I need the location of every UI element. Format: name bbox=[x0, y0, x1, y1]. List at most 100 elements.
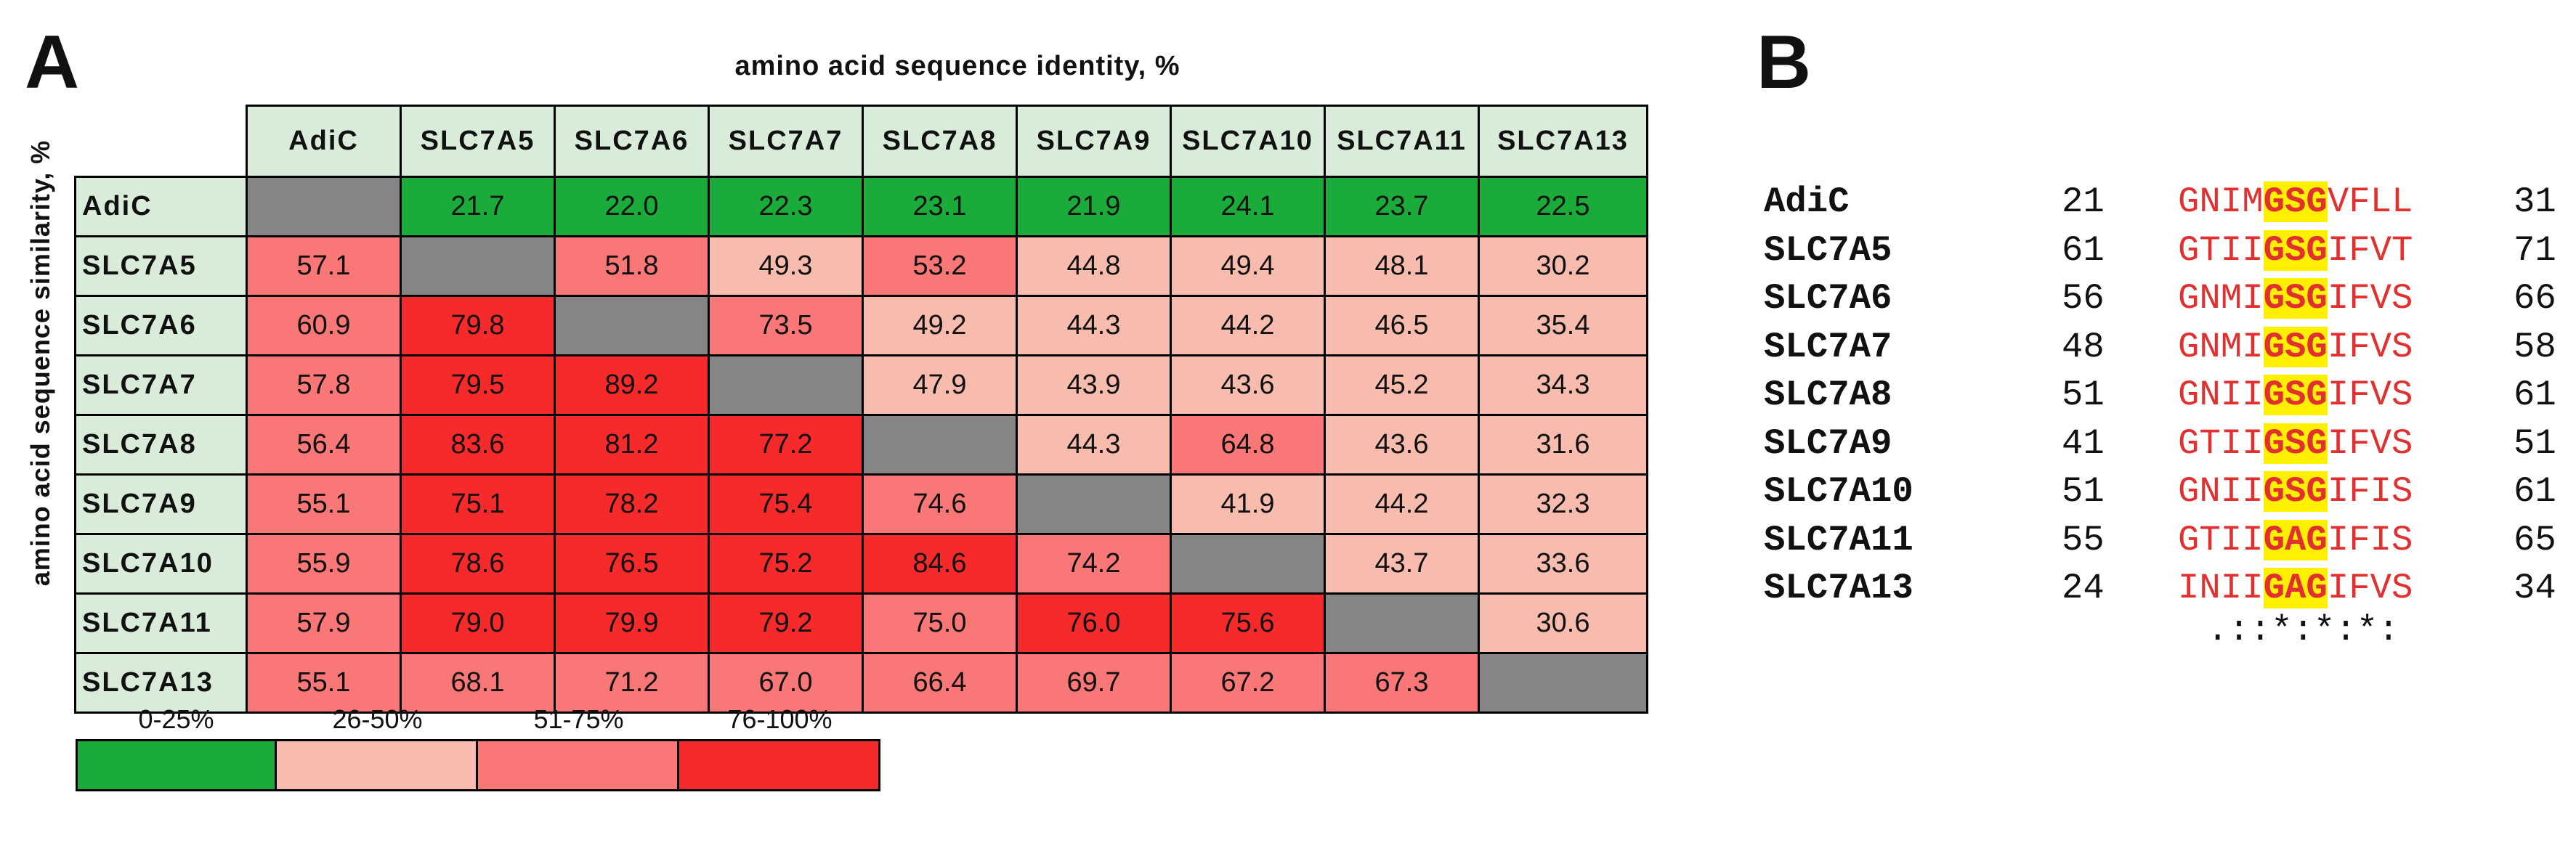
matrix-cell: 49.4 bbox=[1170, 235, 1326, 297]
matrix-cell: 79.2 bbox=[708, 592, 864, 654]
sequence-segment: GNIIGSGIFIS bbox=[2178, 471, 2413, 512]
matrix-cell: 75.0 bbox=[862, 592, 1018, 654]
diagonal-cell bbox=[1478, 652, 1648, 714]
matrix-header-row: AdiC SLC7A5 SLC7A6 SLC7A7 SLC7A8 SLC7A9 SLC7A1… bbox=[76, 105, 1648, 178]
matrix-cell: 79.0 bbox=[400, 592, 556, 654]
conserved-motif: GSG bbox=[2263, 278, 2328, 319]
end-position: 66 bbox=[2514, 278, 2556, 319]
matrix-cell: 67.2 bbox=[1170, 652, 1326, 714]
sequence-name: SLC7A6 bbox=[1764, 278, 1892, 319]
matrix-cell: 68.1 bbox=[400, 652, 556, 714]
matrix-cell: 73.5 bbox=[708, 295, 864, 356]
legend-item: 76-100% bbox=[677, 704, 880, 791]
matrix-cell: 22.5 bbox=[1478, 176, 1648, 237]
sequence-segment: GTIIGSGIFVS bbox=[2178, 423, 2413, 464]
matrix-cell: 57.9 bbox=[246, 592, 402, 654]
sequence-post: IFVS bbox=[2327, 423, 2413, 464]
matrix-row: SLC7A6 60.9 79.8 73.5 49.2 44.3 44.2 46.5 35.4 bbox=[74, 295, 1648, 356]
legend-item: 0-25% bbox=[76, 704, 277, 791]
matrix-cell: 30.6 bbox=[1478, 592, 1648, 654]
matrix-cell: 69.7 bbox=[1016, 652, 1172, 714]
legend-swatch bbox=[476, 739, 679, 791]
matrix-cell: 35.4 bbox=[1478, 295, 1648, 356]
matrix-cell: 53.2 bbox=[862, 235, 1018, 297]
matrix-cell: 44.3 bbox=[1016, 295, 1172, 356]
legend-label: 76-100% bbox=[727, 704, 833, 734]
matrix-cell: 46.5 bbox=[1324, 295, 1480, 356]
sequence-name: SLC7A9 bbox=[1764, 423, 1892, 464]
column-header: SLC7A10 bbox=[1170, 105, 1326, 178]
matrix-cell: 71.2 bbox=[554, 652, 710, 714]
row-axis-title: amino acid sequence similarity, % bbox=[25, 139, 55, 587]
matrix-row: SLC7A9 55.1 75.1 78.2 75.4 74.6 41.9 44.2 32.3 bbox=[74, 473, 1648, 535]
matrix-row: SLC7A5 57.1 51.8 49.3 53.2 44.8 49.4 48.1 30.2 bbox=[74, 235, 1648, 297]
conserved-motif: GSG bbox=[2263, 375, 2328, 415]
legend-label: 26-50% bbox=[332, 704, 423, 734]
matrix-cell: 43.9 bbox=[1016, 354, 1172, 416]
matrix-cell: 44.3 bbox=[1016, 414, 1172, 476]
panel-b-label: B bbox=[1757, 20, 1812, 105]
diagonal-cell bbox=[246, 176, 402, 237]
matrix-row: SLC7A10 55.9 78.6 76.5 75.2 84.6 74.2 43.7 33.6 bbox=[74, 533, 1648, 595]
matrix-cell: 60.9 bbox=[246, 295, 402, 356]
matrix-cell: 44.2 bbox=[1324, 473, 1480, 535]
sequence-pre: GNMI bbox=[2178, 278, 2264, 319]
matrix-cell: 75.6 bbox=[1170, 592, 1326, 654]
diagonal-cell bbox=[708, 354, 864, 416]
color-legend: 0-25% 26-50% 51-75% 76-100% bbox=[76, 704, 880, 791]
sequence-segment: GNMIGSGIFVS bbox=[2178, 278, 2413, 319]
sequence-name: SLC7A10 bbox=[1764, 471, 1913, 512]
column-header: SLC7A9 bbox=[1016, 105, 1172, 178]
sequence-segment: GTIIGSGIFVT bbox=[2178, 229, 2413, 271]
matrix-cell: 34.3 bbox=[1478, 354, 1648, 416]
row-header: SLC7A10 bbox=[74, 533, 248, 595]
sequence-segment: GNMIGSGIFVS bbox=[2178, 326, 2413, 367]
end-position: 65 bbox=[2514, 519, 2556, 560]
sequence-pre: GTII bbox=[2178, 423, 2264, 464]
matrix-cell: 64.8 bbox=[1170, 414, 1326, 476]
matrix-cell: 89.2 bbox=[554, 354, 710, 416]
column-header: SLC7A6 bbox=[554, 105, 710, 178]
column-header: SLC7A13 bbox=[1478, 105, 1648, 178]
end-position: 34 bbox=[2514, 568, 2556, 608]
conserved-motif: GSG bbox=[2263, 423, 2328, 464]
matrix-cell: 55.1 bbox=[246, 473, 402, 535]
column-header: AdiC bbox=[246, 105, 402, 178]
matrix-cell: 67.3 bbox=[1324, 652, 1480, 714]
matrix-cell: 79.8 bbox=[400, 295, 556, 356]
start-position: 21 bbox=[2062, 182, 2105, 222]
sequence-segment: GTIIGAGIFIS bbox=[2178, 519, 2413, 560]
sequence-pre: GNIM bbox=[2178, 182, 2264, 222]
matrix-cell: 33.6 bbox=[1478, 533, 1648, 595]
matrix-cell: 22.3 bbox=[708, 176, 864, 237]
end-position: 61 bbox=[2514, 375, 2556, 415]
conserved-motif: GSG bbox=[2263, 326, 2328, 367]
matrix-row: SLC7A8 56.4 83.6 81.2 77.2 44.3 64.8 43.6 31.6 bbox=[74, 414, 1648, 476]
legend-swatch bbox=[275, 739, 478, 791]
end-position: 61 bbox=[2514, 471, 2556, 512]
conserved-motif: GAG bbox=[2263, 519, 2328, 560]
start-position: 51 bbox=[2062, 375, 2105, 415]
matrix-cell: 78.2 bbox=[554, 473, 710, 535]
matrix-row: SLC7A7 57.8 79.5 89.2 47.9 43.9 43.6 45.2 34.3 bbox=[74, 354, 1648, 416]
diagonal-cell bbox=[400, 235, 556, 297]
sequence-post: VFLL bbox=[2327, 182, 2413, 222]
diagonal-cell bbox=[554, 295, 710, 356]
sequence-segment: GNIMGSGVFLL bbox=[2178, 182, 2413, 222]
consensus-line: .::*:*:*: bbox=[2207, 610, 2399, 651]
matrix-row: SLC7A13 55.1 68.1 71.2 67.0 66.4 69.7 67.2 67.3 bbox=[74, 652, 1648, 714]
matrix-corner bbox=[76, 106, 247, 177]
matrix-cell: 32.3 bbox=[1478, 473, 1648, 535]
row-header: SLC7A11 bbox=[74, 592, 248, 654]
matrix-cell: 79.9 bbox=[554, 592, 710, 654]
sequence-name: SLC7A5 bbox=[1764, 229, 1892, 271]
sequence-pre: GNMI bbox=[2178, 326, 2264, 367]
column-header: SLC7A7 bbox=[708, 105, 864, 178]
diagonal-cell bbox=[1324, 592, 1480, 654]
matrix-cell: 84.6 bbox=[862, 533, 1018, 595]
matrix-cell: 66.4 bbox=[862, 652, 1018, 714]
row-header: SLC7A5 bbox=[74, 235, 248, 297]
conserved-motif: GSG bbox=[2263, 182, 2328, 222]
sequence-segment: INIIGAGIFVS bbox=[2178, 568, 2413, 608]
row-header: SLC7A6 bbox=[74, 295, 248, 356]
